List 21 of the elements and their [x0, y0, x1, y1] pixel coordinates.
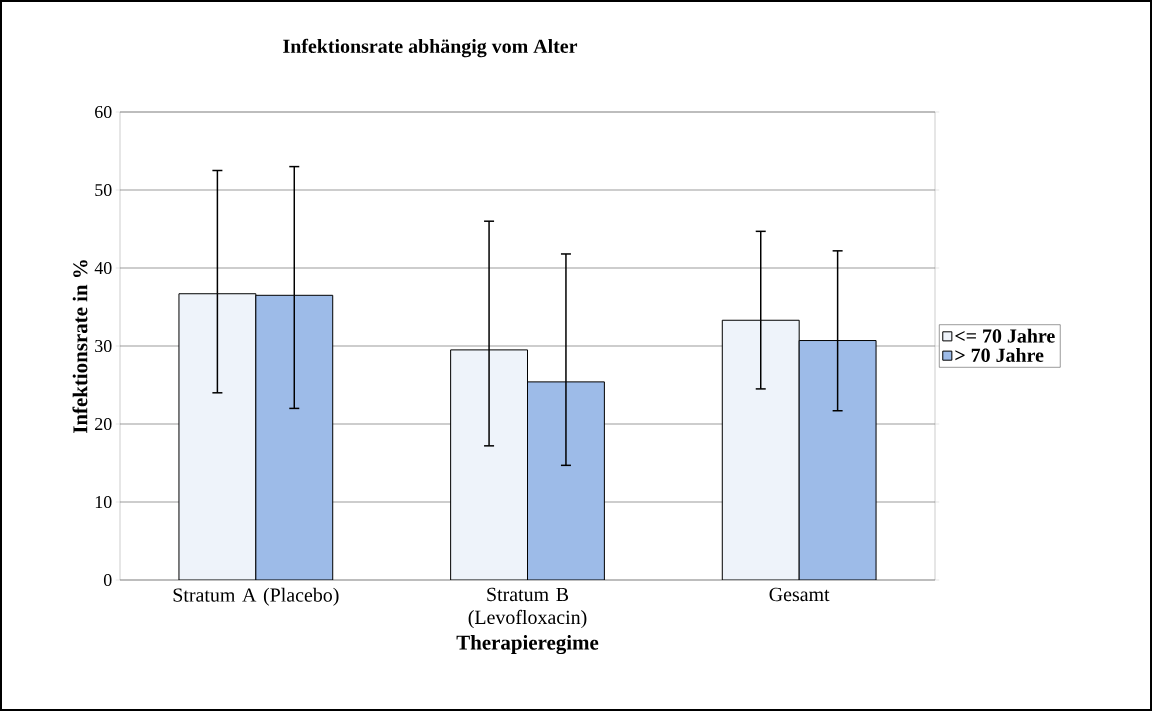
y-tick-label: 50 — [95, 183, 112, 197]
bar — [798, 340, 877, 580]
bar — [450, 349, 529, 580]
legend-label: > 70 Jahre — [955, 347, 1044, 362]
bar — [527, 381, 605, 580]
y-axis-title: Infektionsrate in % — [72, 260, 88, 434]
bar — [255, 294, 334, 580]
y-tick-label: 30 — [95, 339, 112, 353]
bar — [721, 319, 800, 580]
y-tick-label: 0 — [103, 573, 112, 587]
x-tick-label: Stratum A (Placebo) — [173, 587, 339, 606]
y-tick-label: 10 — [95, 495, 112, 509]
x-tick-label: Gesamt — [769, 587, 830, 602]
y-tick-label: 20 — [95, 417, 112, 431]
x-tick-label: Stratum B (Levofloxacin) — [468, 587, 587, 629]
text: <= 70 Jahre — [955, 328, 1055, 343]
x-axis-title: Therapieregime — [456, 634, 599, 655]
y-tick-label: 40 — [94, 261, 112, 275]
chart-title: Infektionsrate abhängig vom Alter — [283, 38, 578, 58]
y-tick-label: 60 — [95, 105, 112, 119]
bar — [178, 293, 257, 580]
